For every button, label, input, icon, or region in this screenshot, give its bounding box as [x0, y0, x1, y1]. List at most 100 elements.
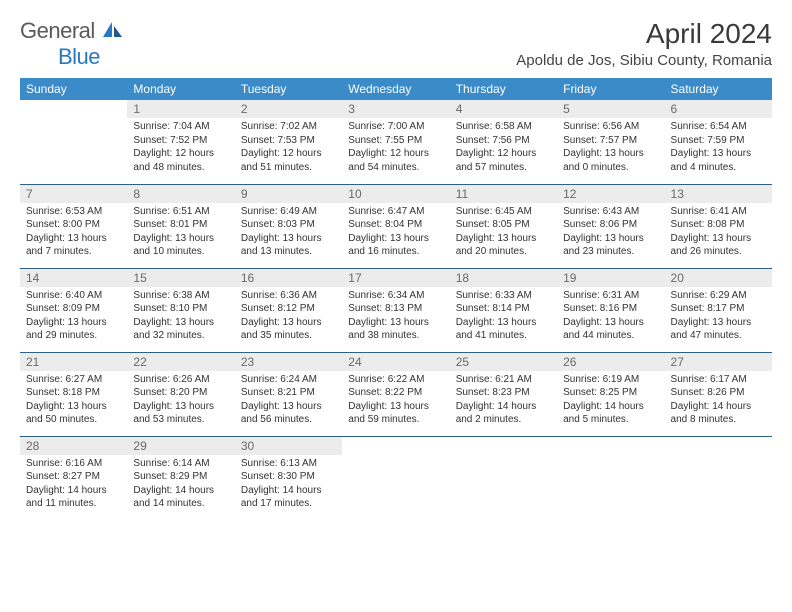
- day-details: Sunrise: 7:04 AMSunset: 7:52 PMDaylight:…: [127, 118, 234, 178]
- day-number: 1: [127, 100, 234, 118]
- day-details: Sunrise: 6:40 AMSunset: 8:09 PMDaylight:…: [20, 287, 127, 347]
- day-number: 16: [235, 269, 342, 287]
- day-number: 25: [450, 353, 557, 371]
- day-number: 17: [342, 269, 449, 287]
- day-cell: ..: [450, 436, 557, 520]
- day-details: Sunrise: 6:41 AMSunset: 8:08 PMDaylight:…: [665, 203, 772, 263]
- day-cell: 27Sunrise: 6:17 AMSunset: 8:26 PMDayligh…: [665, 352, 772, 436]
- week-row: 7Sunrise: 6:53 AMSunset: 8:00 PMDaylight…: [20, 184, 772, 268]
- logo-text-blue: Blue: [58, 44, 100, 69]
- day-number: 15: [127, 269, 234, 287]
- weekday-header: Wednesday: [342, 78, 449, 100]
- day-cell: 4Sunrise: 6:58 AMSunset: 7:56 PMDaylight…: [450, 100, 557, 184]
- day-cell: 21Sunrise: 6:27 AMSunset: 8:18 PMDayligh…: [20, 352, 127, 436]
- day-cell: 15Sunrise: 6:38 AMSunset: 8:10 PMDayligh…: [127, 268, 234, 352]
- calendar-table: SundayMondayTuesdayWednesdayThursdayFrid…: [20, 78, 772, 520]
- weekday-header: Monday: [127, 78, 234, 100]
- day-details: Sunrise: 6:26 AMSunset: 8:20 PMDaylight:…: [127, 371, 234, 431]
- logo-sail-icon: [102, 20, 124, 45]
- day-cell: 17Sunrise: 6:34 AMSunset: 8:13 PMDayligh…: [342, 268, 449, 352]
- day-cell: 9Sunrise: 6:49 AMSunset: 8:03 PMDaylight…: [235, 184, 342, 268]
- weekday-header: Sunday: [20, 78, 127, 100]
- day-number: 5: [557, 100, 664, 118]
- day-cell: ..: [665, 436, 772, 520]
- day-details: Sunrise: 6:53 AMSunset: 8:00 PMDaylight:…: [20, 203, 127, 263]
- day-details: Sunrise: 6:49 AMSunset: 8:03 PMDaylight:…: [235, 203, 342, 263]
- day-details: Sunrise: 6:36 AMSunset: 8:12 PMDaylight:…: [235, 287, 342, 347]
- day-cell: 2Sunrise: 7:02 AMSunset: 7:53 PMDaylight…: [235, 100, 342, 184]
- day-details: Sunrise: 6:16 AMSunset: 8:27 PMDaylight:…: [20, 455, 127, 515]
- day-cell: 23Sunrise: 6:24 AMSunset: 8:21 PMDayligh…: [235, 352, 342, 436]
- day-cell: 14Sunrise: 6:40 AMSunset: 8:09 PMDayligh…: [20, 268, 127, 352]
- week-row: 28Sunrise: 6:16 AMSunset: 8:27 PMDayligh…: [20, 436, 772, 520]
- day-details: Sunrise: 6:54 AMSunset: 7:59 PMDaylight:…: [665, 118, 772, 178]
- day-details: Sunrise: 6:51 AMSunset: 8:01 PMDaylight:…: [127, 203, 234, 263]
- day-details: Sunrise: 6:21 AMSunset: 8:23 PMDaylight:…: [450, 371, 557, 431]
- day-cell: ..: [557, 436, 664, 520]
- logo-text-wrap: General Blue: [20, 18, 100, 70]
- day-number: 8: [127, 185, 234, 203]
- day-number: 21: [20, 353, 127, 371]
- day-number: 14: [20, 269, 127, 287]
- day-number: 13: [665, 185, 772, 203]
- day-cell: 1Sunrise: 7:04 AMSunset: 7:52 PMDaylight…: [127, 100, 234, 184]
- day-details: Sunrise: 6:38 AMSunset: 8:10 PMDaylight:…: [127, 287, 234, 347]
- day-details: Sunrise: 6:14 AMSunset: 8:29 PMDaylight:…: [127, 455, 234, 515]
- day-details: Sunrise: 7:00 AMSunset: 7:55 PMDaylight:…: [342, 118, 449, 178]
- week-row: ..1Sunrise: 7:04 AMSunset: 7:52 PMDaylig…: [20, 100, 772, 184]
- day-cell: 11Sunrise: 6:45 AMSunset: 8:05 PMDayligh…: [450, 184, 557, 268]
- weekday-header: Friday: [557, 78, 664, 100]
- day-details: Sunrise: 6:43 AMSunset: 8:06 PMDaylight:…: [557, 203, 664, 263]
- weekday-header: Thursday: [450, 78, 557, 100]
- day-details: Sunrise: 6:45 AMSunset: 8:05 PMDaylight:…: [450, 203, 557, 263]
- day-number: 7: [20, 185, 127, 203]
- day-number: 4: [450, 100, 557, 118]
- day-cell: 25Sunrise: 6:21 AMSunset: 8:23 PMDayligh…: [450, 352, 557, 436]
- day-number: 30: [235, 437, 342, 455]
- week-row: 14Sunrise: 6:40 AMSunset: 8:09 PMDayligh…: [20, 268, 772, 352]
- day-details: Sunrise: 6:34 AMSunset: 8:13 PMDaylight:…: [342, 287, 449, 347]
- weekday-header: Tuesday: [235, 78, 342, 100]
- day-number: 9: [235, 185, 342, 203]
- day-number: 23: [235, 353, 342, 371]
- logo: General Blue: [20, 18, 124, 70]
- calendar-body: ..1Sunrise: 7:04 AMSunset: 7:52 PMDaylig…: [20, 100, 772, 520]
- day-number: 26: [557, 353, 664, 371]
- day-cell: 3Sunrise: 7:00 AMSunset: 7:55 PMDaylight…: [342, 100, 449, 184]
- day-cell: 8Sunrise: 6:51 AMSunset: 8:01 PMDaylight…: [127, 184, 234, 268]
- day-cell: ..: [342, 436, 449, 520]
- day-details: Sunrise: 6:47 AMSunset: 8:04 PMDaylight:…: [342, 203, 449, 263]
- day-cell: 18Sunrise: 6:33 AMSunset: 8:14 PMDayligh…: [450, 268, 557, 352]
- month-title: April 2024: [516, 18, 772, 50]
- day-cell: 16Sunrise: 6:36 AMSunset: 8:12 PMDayligh…: [235, 268, 342, 352]
- weekday-header-row: SundayMondayTuesdayWednesdayThursdayFrid…: [20, 78, 772, 100]
- day-cell: ..: [20, 100, 127, 184]
- location: Apoldu de Jos, Sibiu County, Romania: [516, 52, 772, 69]
- day-cell: 28Sunrise: 6:16 AMSunset: 8:27 PMDayligh…: [20, 436, 127, 520]
- day-cell: 22Sunrise: 6:26 AMSunset: 8:20 PMDayligh…: [127, 352, 234, 436]
- day-details: Sunrise: 6:22 AMSunset: 8:22 PMDaylight:…: [342, 371, 449, 431]
- day-cell: 30Sunrise: 6:13 AMSunset: 8:30 PMDayligh…: [235, 436, 342, 520]
- day-cell: 13Sunrise: 6:41 AMSunset: 8:08 PMDayligh…: [665, 184, 772, 268]
- day-cell: 19Sunrise: 6:31 AMSunset: 8:16 PMDayligh…: [557, 268, 664, 352]
- day-number: 11: [450, 185, 557, 203]
- day-details: Sunrise: 6:17 AMSunset: 8:26 PMDaylight:…: [665, 371, 772, 431]
- day-details: Sunrise: 7:02 AMSunset: 7:53 PMDaylight:…: [235, 118, 342, 178]
- day-cell: 7Sunrise: 6:53 AMSunset: 8:00 PMDaylight…: [20, 184, 127, 268]
- day-details: Sunrise: 6:24 AMSunset: 8:21 PMDaylight:…: [235, 371, 342, 431]
- day-cell: 6Sunrise: 6:54 AMSunset: 7:59 PMDaylight…: [665, 100, 772, 184]
- day-number: 3: [342, 100, 449, 118]
- day-cell: 29Sunrise: 6:14 AMSunset: 8:29 PMDayligh…: [127, 436, 234, 520]
- day-cell: 20Sunrise: 6:29 AMSunset: 8:17 PMDayligh…: [665, 268, 772, 352]
- header: General Blue April 2024 Apoldu de Jos, S…: [20, 18, 772, 70]
- day-details: Sunrise: 6:13 AMSunset: 8:30 PMDaylight:…: [235, 455, 342, 515]
- day-number: 20: [665, 269, 772, 287]
- day-number: 18: [450, 269, 557, 287]
- day-details: Sunrise: 6:27 AMSunset: 8:18 PMDaylight:…: [20, 371, 127, 431]
- title-block: April 2024 Apoldu de Jos, Sibiu County, …: [516, 18, 772, 69]
- day-number: 27: [665, 353, 772, 371]
- weekday-header: Saturday: [665, 78, 772, 100]
- day-details: Sunrise: 6:58 AMSunset: 7:56 PMDaylight:…: [450, 118, 557, 178]
- day-cell: 12Sunrise: 6:43 AMSunset: 8:06 PMDayligh…: [557, 184, 664, 268]
- day-cell: 24Sunrise: 6:22 AMSunset: 8:22 PMDayligh…: [342, 352, 449, 436]
